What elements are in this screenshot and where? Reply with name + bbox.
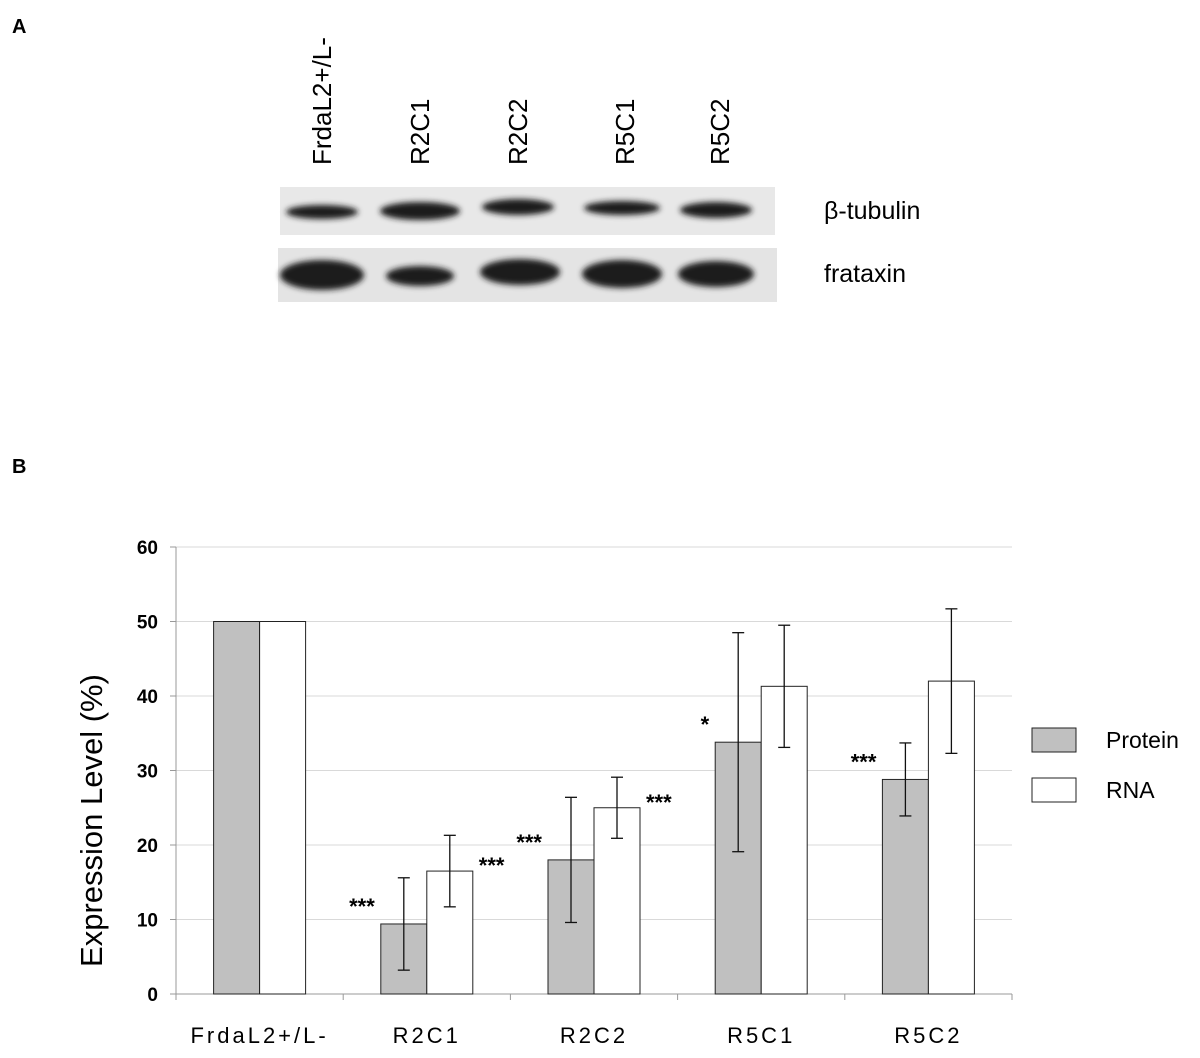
y-tick-label: 30: [137, 762, 158, 783]
panel-label: A: [12, 16, 26, 38]
band: [678, 261, 754, 287]
legend-label: Protein: [1106, 727, 1179, 753]
band: [286, 205, 358, 219]
lane-label: R5C2: [705, 99, 735, 165]
band: [480, 259, 560, 285]
x-tick-label: R2C1: [393, 1023, 461, 1048]
lane-label: FrdaL2+/L-: [307, 37, 337, 165]
significance: ***: [646, 790, 672, 815]
y-tick-label: 50: [137, 613, 158, 634]
lane-label: R2C1: [405, 99, 435, 165]
band: [280, 260, 364, 290]
legend-swatch: [1031, 727, 1077, 753]
y-tick-label: 40: [137, 687, 158, 708]
panel-label: B: [12, 456, 26, 478]
y-tick-label: 10: [137, 911, 158, 932]
band: [380, 202, 460, 220]
bar: [213, 621, 261, 995]
significance: ***: [516, 830, 542, 855]
y-tick-label: 0: [147, 985, 158, 1006]
legend-swatch: [1031, 777, 1077, 803]
bar: [259, 621, 307, 995]
significance: ***: [349, 894, 375, 919]
band: [386, 266, 454, 286]
band: [482, 199, 554, 215]
lane-label: R2C2: [503, 99, 533, 165]
significance: *: [701, 712, 710, 737]
legend-label: RNA: [1106, 777, 1155, 803]
significance: ***: [851, 749, 877, 774]
significance: ***: [479, 853, 505, 878]
blot-image: [278, 187, 777, 302]
lane-label: R5C1: [610, 99, 640, 165]
x-tick-label: R5C1: [727, 1023, 795, 1048]
x-tick-label: R5C2: [894, 1023, 962, 1048]
y-tick-label: 20: [137, 836, 158, 857]
band: [680, 202, 752, 218]
band-label: frataxin: [824, 260, 906, 288]
y-tick-label: 60: [137, 538, 158, 559]
y-axis-title: Expression Level (%): [74, 674, 109, 967]
band: [584, 201, 660, 215]
x-tick-label: FrdaL2+/L-: [190, 1023, 328, 1048]
band: [582, 260, 662, 288]
band-label: β-tubulin: [824, 197, 920, 225]
x-tick-label: R2C2: [560, 1023, 628, 1048]
